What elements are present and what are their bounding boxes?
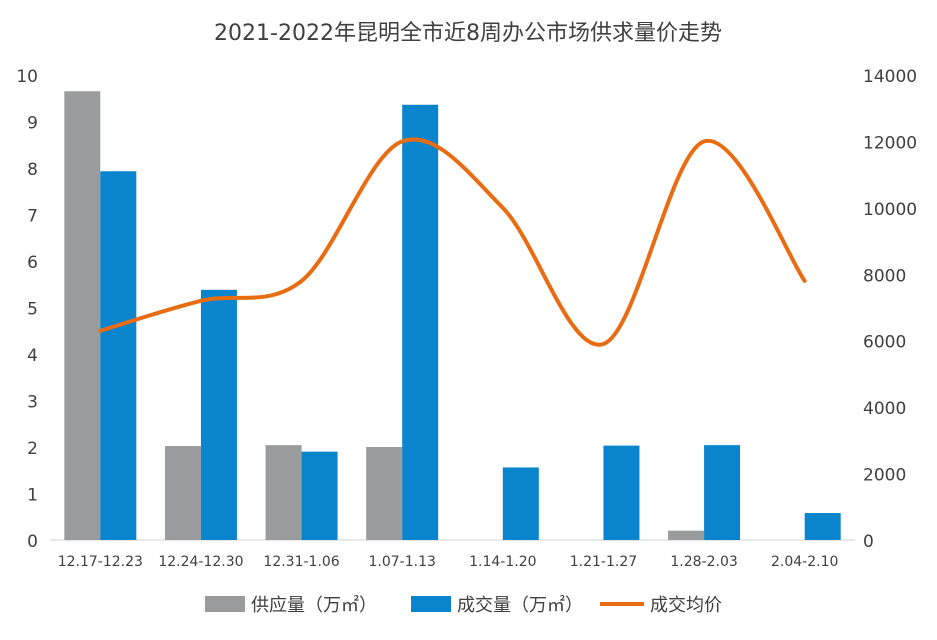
- bar-supply: [164, 446, 201, 540]
- y-right-tick-label: 6000: [863, 333, 906, 353]
- y-left-tick-label: 8: [27, 160, 38, 180]
- x-tick-label: 12.24-12.30: [158, 554, 243, 570]
- y-left-tick-label: 5: [27, 300, 38, 320]
- y-left-tick-label: 7: [27, 207, 38, 227]
- y-right-tick-label: 0: [863, 532, 874, 552]
- y-right-tick-label: 14000: [863, 67, 917, 87]
- y-right-tick-label: 4000: [863, 399, 906, 419]
- y-right-tick-label: 12000: [863, 133, 917, 153]
- legend-label: 供应量（万㎡）: [251, 594, 377, 616]
- y-right-tick-label: 2000: [863, 466, 906, 486]
- bar-supply: [668, 530, 705, 540]
- y-right-tick-label: 8000: [863, 266, 906, 286]
- x-tick-label: 12.31-1.06: [263, 554, 339, 570]
- y-left-tick-label: 9: [27, 114, 38, 134]
- line-layer: [98, 137, 807, 347]
- x-tick-label: 1.28-2.03: [670, 554, 737, 570]
- y-left-tick-label: 4: [27, 346, 38, 366]
- x-tick-label: 1.14-1.20: [469, 554, 536, 570]
- y-left-tick-label: 0: [27, 532, 38, 552]
- legend-swatch: [205, 596, 245, 612]
- x-tick-label: 1.07-1.13: [368, 554, 435, 570]
- bar-supply: [366, 447, 403, 540]
- bar-deal: [804, 513, 841, 540]
- legend-label: 成交均价: [650, 595, 722, 616]
- y-left-tick-label: 1: [27, 486, 38, 506]
- y-left-tick-label: 3: [27, 393, 38, 413]
- bar-deal: [704, 445, 741, 540]
- x-tick-label: 1.21-1.27: [570, 554, 637, 570]
- legend-swatch: [411, 596, 451, 612]
- axes-layer: 0 1 2 3 4 5 6 7 8 9 10 0 2000 4000 6000 8000 10000 12000 1…: [16, 67, 917, 570]
- x-tick-label: 12.17-12.23: [58, 554, 143, 570]
- x-tick-label: 2.04-2.10: [771, 554, 838, 570]
- bar-deal: [502, 467, 539, 540]
- y-left-tick-label: 6: [27, 253, 38, 273]
- bar-deal: [200, 289, 237, 540]
- line-price: [98, 137, 807, 347]
- y-left-tick-label: 2: [27, 439, 38, 459]
- chart-title: 2021-2022年昆明全市近8周办公市场供求量价走势: [214, 21, 722, 46]
- bars-layer: [64, 91, 841, 541]
- y-left-tick-label: 10: [16, 67, 38, 87]
- bar-deal: [603, 445, 640, 540]
- legend-label: 成交量（万㎡）: [457, 594, 583, 616]
- bar-supply: [265, 445, 302, 540]
- legend: 供应量（万㎡） 成交量（万㎡） 成交均价: [205, 594, 722, 616]
- bar-deal: [301, 451, 338, 540]
- bar-deal: [100, 171, 137, 540]
- bar-supply: [64, 91, 101, 541]
- bar-deal: [402, 104, 439, 540]
- y-right-tick-label: 10000: [863, 200, 917, 220]
